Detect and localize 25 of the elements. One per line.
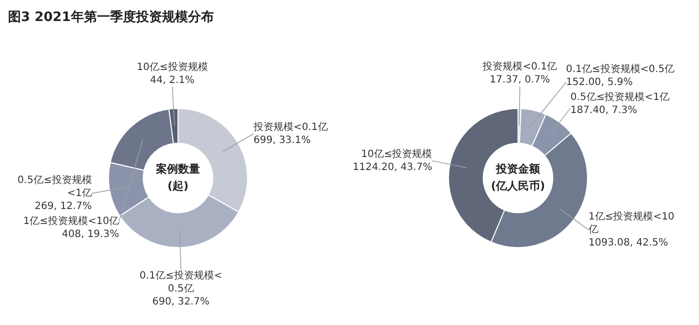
slice-label: 10亿≤投资规模 — [361, 148, 432, 160]
data-label: 187.40, 7.3% — [570, 104, 638, 116]
slice-label: 投资规模<0.1亿 — [252, 120, 328, 133]
data-label: 690, 32.7% — [152, 296, 210, 308]
slice-label: 0.5亿≤投资规模<1亿 — [570, 90, 670, 103]
slice-label: 1亿≤投资规模<10亿 — [587, 210, 674, 236]
data-label: 152.00, 5.9% — [566, 76, 633, 88]
text: (亿人民币) — [490, 179, 546, 192]
data-label: 17.37, 0.7% — [490, 74, 550, 86]
slice-label: 0.1亿≤投资规模<0.5亿 — [566, 62, 675, 75]
slice-label: 10亿≤投资规模 — [136, 60, 208, 73]
text: 案例数量 — [155, 162, 200, 176]
text: 投资金额 — [495, 162, 541, 176]
text: (起) — [167, 179, 189, 192]
slice-label: 1亿≤投资规模<10亿 — [23, 214, 120, 227]
slice-label: 投资规模<0.1亿 — [482, 60, 558, 73]
data-label: 1124.20, 43.7% — [352, 162, 432, 173]
data-label: 1093.08, 42.5% — [588, 237, 668, 248]
data-label: 269, 12.7% — [34, 200, 92, 212]
chart-title: 图3 2021年第一季度投资规模分布 — [8, 10, 214, 25]
data-label: 699, 33.1% — [253, 134, 311, 146]
slice-label: 0.5亿≤投资规模<1亿 — [18, 174, 92, 199]
slice-label: 0.1亿≤投资规模<0.5亿 — [140, 270, 222, 295]
data-label: 44, 2.1% — [150, 74, 195, 86]
data-label: 408, 19.3% — [62, 228, 120, 240]
